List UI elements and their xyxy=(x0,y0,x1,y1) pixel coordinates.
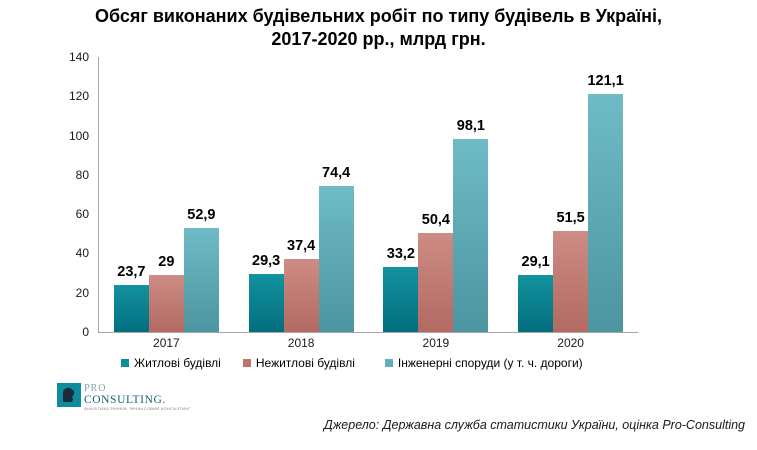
logo-name-line1: PRO xyxy=(84,383,107,394)
legend-marker xyxy=(384,359,393,367)
bar-series-1 xyxy=(383,267,419,332)
x-axis-category-label: 2017 xyxy=(153,336,180,350)
y-axis-tick-label: 80 xyxy=(75,167,89,182)
bar-value-label: 74,4 xyxy=(322,165,351,181)
plot-area: 0 20 40 60 80 100 120 140 2017 23,7 29 52,9 2018 29,3… xyxy=(69,50,638,350)
bar-value-label: 23,7 xyxy=(117,264,146,280)
logo-emblem-icon xyxy=(57,383,81,407)
bar-series-1 xyxy=(518,275,554,332)
legend-item: Нежитлові будівлі xyxy=(242,356,355,370)
y-axis-tick-label: 100 xyxy=(68,128,89,143)
legend-label: Нежитлові будівлі xyxy=(255,356,355,370)
x-axis-category-label: 2020 xyxy=(557,336,584,350)
chart-title-line1: Обсяг виконаних будівельних робіт по тип… xyxy=(94,6,663,26)
logo-tagline: АНАЛІТИКА РИНКІВ, ФІНАНСОВИЙ КОНСАЛТИНГ xyxy=(84,406,191,411)
legend-marker xyxy=(121,359,129,367)
legend-item: Житлові будівлі xyxy=(121,356,221,370)
bar-series-3 xyxy=(183,228,219,332)
chart-title: Обсяг виконаних будівельних робіт по тип… xyxy=(0,5,757,51)
bar-series-1 xyxy=(248,274,284,332)
y-axis-tick-label: 140 xyxy=(68,50,89,64)
legend-marker xyxy=(242,359,251,367)
pro-consulting-logo: PRO CONSULTING. АНАЛІТИКА РИНКІВ, ФІНАНС… xyxy=(57,383,191,412)
bar-series-3 xyxy=(318,186,354,332)
bar-series-2 xyxy=(553,231,589,332)
y-axis-tick-label: 60 xyxy=(75,207,89,222)
y-axis-tick-label: 20 xyxy=(75,285,89,300)
bar-series-1 xyxy=(113,285,149,332)
x-axis-category-label: 2018 xyxy=(287,336,315,350)
logo-text: PRO CONSULTING. АНАЛІТИКА РИНКІВ, ФІНАНС… xyxy=(84,383,191,412)
y-axis-tick-label: 120 xyxy=(68,89,89,104)
legend: Житлові будівлі Нежитлові будівлі Інженерн… xyxy=(121,356,583,370)
bar-value-label: 33,2 xyxy=(386,246,415,262)
bar-value-label: 98,1 xyxy=(456,118,485,134)
chart-title-line2: 2017-2020 рр., млрд грн. xyxy=(271,29,486,49)
bar-value-label: 29,1 xyxy=(521,254,550,270)
legend-label: Інженерні споруди (у т. ч. дороги) xyxy=(397,356,583,370)
bar-value-label: 37,4 xyxy=(287,238,316,254)
y-axis-tick-label: 40 xyxy=(75,246,89,261)
bar-value-label: 50,4 xyxy=(421,212,450,228)
bar-value-label: 52,9 xyxy=(187,207,216,223)
legend-item: Інженерні споруди (у т. ч. дороги) xyxy=(384,356,583,370)
bar-series-2 xyxy=(418,233,454,332)
x-axis-category-label: 2019 xyxy=(422,336,450,350)
legend-label: Житлові будівлі xyxy=(134,356,221,370)
bar-value-label: 29 xyxy=(158,254,175,270)
bar-value-label: 121,1 xyxy=(587,73,624,89)
bar-series-3 xyxy=(453,139,489,332)
bar-series-2 xyxy=(283,259,319,332)
bar-value-label: 51,5 xyxy=(556,210,585,226)
bar-series-2 xyxy=(148,275,184,332)
y-axis-tick-label: 0 xyxy=(82,325,89,339)
bar-series-3 xyxy=(588,94,624,332)
logo-name-line2: CONSULTING. xyxy=(84,394,166,406)
bar-value-label: 29,3 xyxy=(252,253,281,269)
source-note: Джерело: Державна служба статистики Укра… xyxy=(323,418,745,432)
